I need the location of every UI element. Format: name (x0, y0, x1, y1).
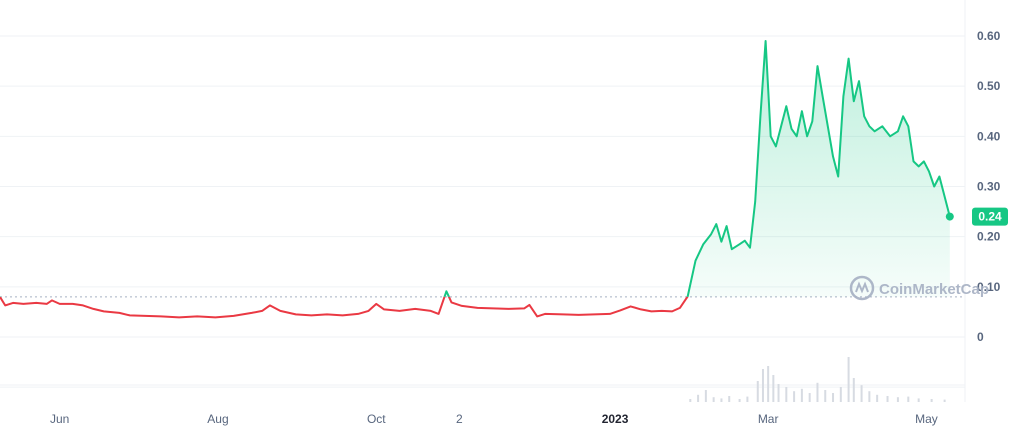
volume-bar (847, 357, 850, 402)
last-price-dot[interactable] (945, 212, 954, 221)
volume-bar (746, 396, 749, 402)
volume-bar (767, 366, 770, 402)
volume-bar (852, 378, 855, 402)
y-tick-label: 0.30 (977, 180, 1001, 194)
x-axis: Jun Aug Oct 2 2023 Mar May (50, 412, 938, 426)
y-tick-label: 0.40 (977, 129, 1001, 143)
watermark: CoinMarketCap (849, 275, 989, 301)
volume-bar (930, 399, 933, 402)
volume-bar (756, 381, 759, 402)
volume-bar (839, 387, 842, 402)
grid-lines (0, 0, 966, 402)
last-price-label: 0.24 (978, 210, 1002, 224)
volume-bar (886, 396, 889, 402)
y-tick-label: 0 (977, 330, 984, 344)
volume-bar (860, 385, 863, 402)
volume-bar (785, 387, 788, 402)
volume-bar (896, 397, 899, 402)
volume-bar (777, 384, 780, 402)
y-tick-label: 0.60 (977, 29, 1001, 43)
y-tick-label: 0.10 (977, 280, 1001, 294)
price-line-below-reference (0, 296, 689, 319)
x-tick-label: Oct (367, 412, 386, 426)
volume-bar (868, 391, 871, 402)
volume-bar (907, 396, 910, 402)
area-fill-above-reference (444, 41, 950, 297)
volume-bar (824, 390, 827, 402)
volume-bar (793, 391, 796, 402)
coinmarketcap-logo-mark (855, 281, 869, 294)
volume-bar (917, 398, 920, 402)
volume-bar (800, 388, 803, 402)
x-tick-label: Mar (758, 412, 779, 426)
y-axis: 0.60 0.50 0.40 0.30 0.20 0.10 0 (977, 29, 1001, 344)
volume-bar (761, 369, 764, 402)
last-price-badge: 0.24 (972, 207, 1008, 226)
volume-bar (712, 397, 715, 402)
x-tick-label: Jun (50, 412, 69, 426)
volume-bar (697, 394, 700, 402)
volume-bars (689, 357, 946, 402)
x-tick-label: 2 (456, 412, 463, 426)
volume-bar (704, 390, 707, 402)
y-tick-label: 0.20 (977, 230, 1001, 244)
volume-bar (772, 375, 775, 402)
volume-bar (943, 399, 946, 402)
volume-bar (720, 398, 723, 402)
volume-bar (808, 393, 811, 402)
price-line-above-reference (0, 40, 951, 297)
volume-bar (728, 396, 731, 402)
volume-bar (876, 394, 879, 402)
y-tick-label: 0.50 (977, 79, 1001, 93)
volume-bar (816, 382, 819, 402)
volume-bar (832, 393, 835, 402)
volume-bar (689, 399, 692, 402)
watermark-text: CoinMarketCap (879, 281, 989, 298)
x-tick-label: Aug (207, 412, 228, 426)
x-tick-label: May (915, 412, 938, 426)
x-tick-label: 2023 (602, 412, 629, 426)
coinmarketcap-logo-icon (849, 275, 875, 301)
volume-bar (738, 399, 741, 402)
